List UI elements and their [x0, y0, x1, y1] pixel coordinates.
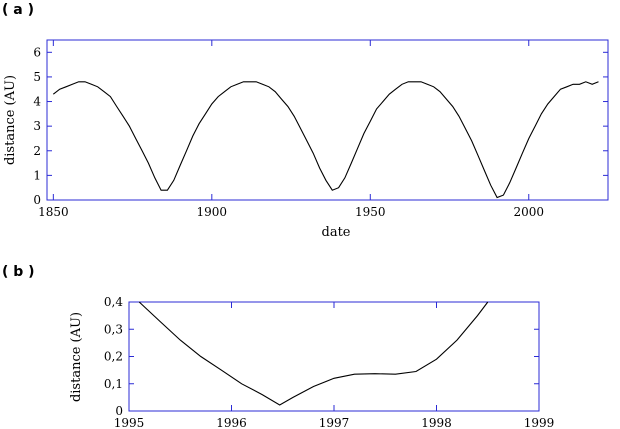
- x-tick-label: 2000: [513, 205, 544, 219]
- chart-b: ( b ) 0 0,1 0,2 0,3 0,4 1995 1996 1997 1998 1999…: [2, 264, 554, 429]
- y-tick-label: 0: [115, 404, 123, 418]
- x-tick-label: 1850: [38, 205, 69, 219]
- y-tick-label: 3: [33, 119, 41, 133]
- plot-frame-b: [128, 301, 540, 412]
- x-tick-label: 1900: [197, 205, 228, 219]
- x-tick-label: 1996: [216, 416, 247, 429]
- x-ticks-a: 1850 1900 1950 2000: [38, 40, 544, 219]
- y-ticks-a: 0 1 2 3 4 5 6: [33, 45, 608, 207]
- y-tick-label: 5: [33, 70, 41, 84]
- x-tick-label: 1998: [421, 416, 452, 429]
- x-ticks-b: 1995 1996 1997 1998 1999: [114, 302, 555, 429]
- y-axis-label-b: distance (AU): [69, 312, 84, 402]
- y-tick-label: 2: [33, 144, 41, 158]
- y-tick-label: 6: [33, 45, 41, 59]
- series-line-b: [138, 301, 489, 406]
- x-tick-label: 1995: [114, 416, 145, 429]
- y-axis-label-a: distance (AU): [3, 75, 18, 165]
- plot-frame-a: [46, 39, 609, 201]
- y-tick-label: 4: [33, 95, 41, 109]
- series-line-a: [52, 81, 599, 199]
- y-tick-label: 0,2: [104, 350, 123, 364]
- panel-label-a: ( a ): [2, 2, 34, 18]
- x-axis-label-a: date: [322, 225, 351, 240]
- y-tick-label: 1: [33, 168, 41, 182]
- chart-a: ( a ) 0 1 2 3 4 5 6 1850 1900 1950 2000 date dist…: [2, 2, 609, 240]
- panel-label-b: ( b ): [2, 264, 35, 280]
- y-tick-label: 0: [33, 193, 41, 207]
- x-tick-label: 1997: [319, 416, 350, 429]
- x-tick-label: 1950: [355, 205, 386, 219]
- y-tick-label: 0,4: [104, 295, 123, 309]
- y-ticks-b: 0 0,1 0,2 0,3 0,4: [104, 295, 539, 418]
- x-tick-label: 1999: [524, 416, 555, 429]
- y-tick-label: 0,3: [104, 322, 123, 336]
- y-tick-label: 0,1: [104, 377, 123, 391]
